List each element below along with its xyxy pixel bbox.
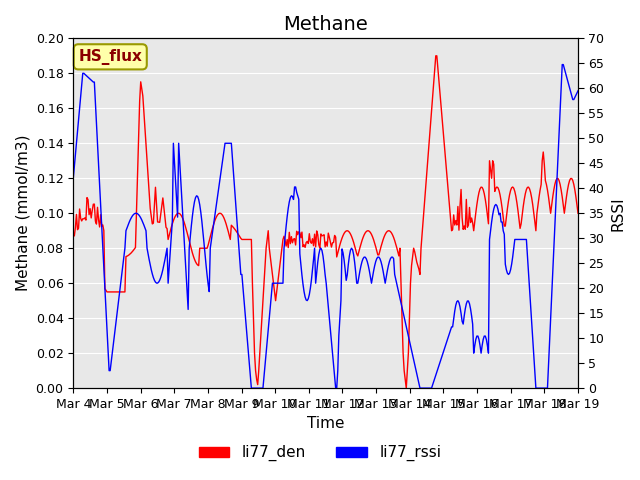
li77_den [442, 166, 450, 171]
li77_den [352, 247, 360, 252]
Y-axis label: RSSI: RSSI [610, 196, 625, 230]
Legend: li77_den, li77_rssi: li77_den, li77_rssi [193, 439, 447, 468]
li77_den [530, 210, 538, 216]
li77_rssi [442, 343, 449, 349]
li77_rssi [248, 385, 255, 391]
li77_den [282, 243, 290, 249]
li77_den [69, 230, 77, 236]
li77_den [376, 248, 384, 253]
li77_rssi [227, 140, 234, 146]
li77_rssi [69, 175, 77, 181]
li77_rssi [529, 336, 536, 341]
Y-axis label: Methane (mmol/m3): Methane (mmol/m3) [15, 135, 30, 291]
li77_den [403, 385, 410, 391]
Text: HS_flux: HS_flux [78, 49, 142, 65]
li77_den [432, 53, 440, 59]
li77_rssi [353, 280, 360, 286]
li77_rssi [574, 88, 582, 94]
Line: li77_den: li77_den [73, 56, 578, 388]
li77_den [574, 210, 582, 216]
li77_rssi [558, 62, 566, 68]
X-axis label: Time: Time [307, 417, 344, 432]
Line: li77_rssi: li77_rssi [73, 65, 578, 388]
li77_rssi [284, 214, 291, 219]
li77_rssi [377, 259, 385, 264]
li77_den [227, 237, 234, 242]
Title: Methane: Methane [284, 15, 368, 34]
